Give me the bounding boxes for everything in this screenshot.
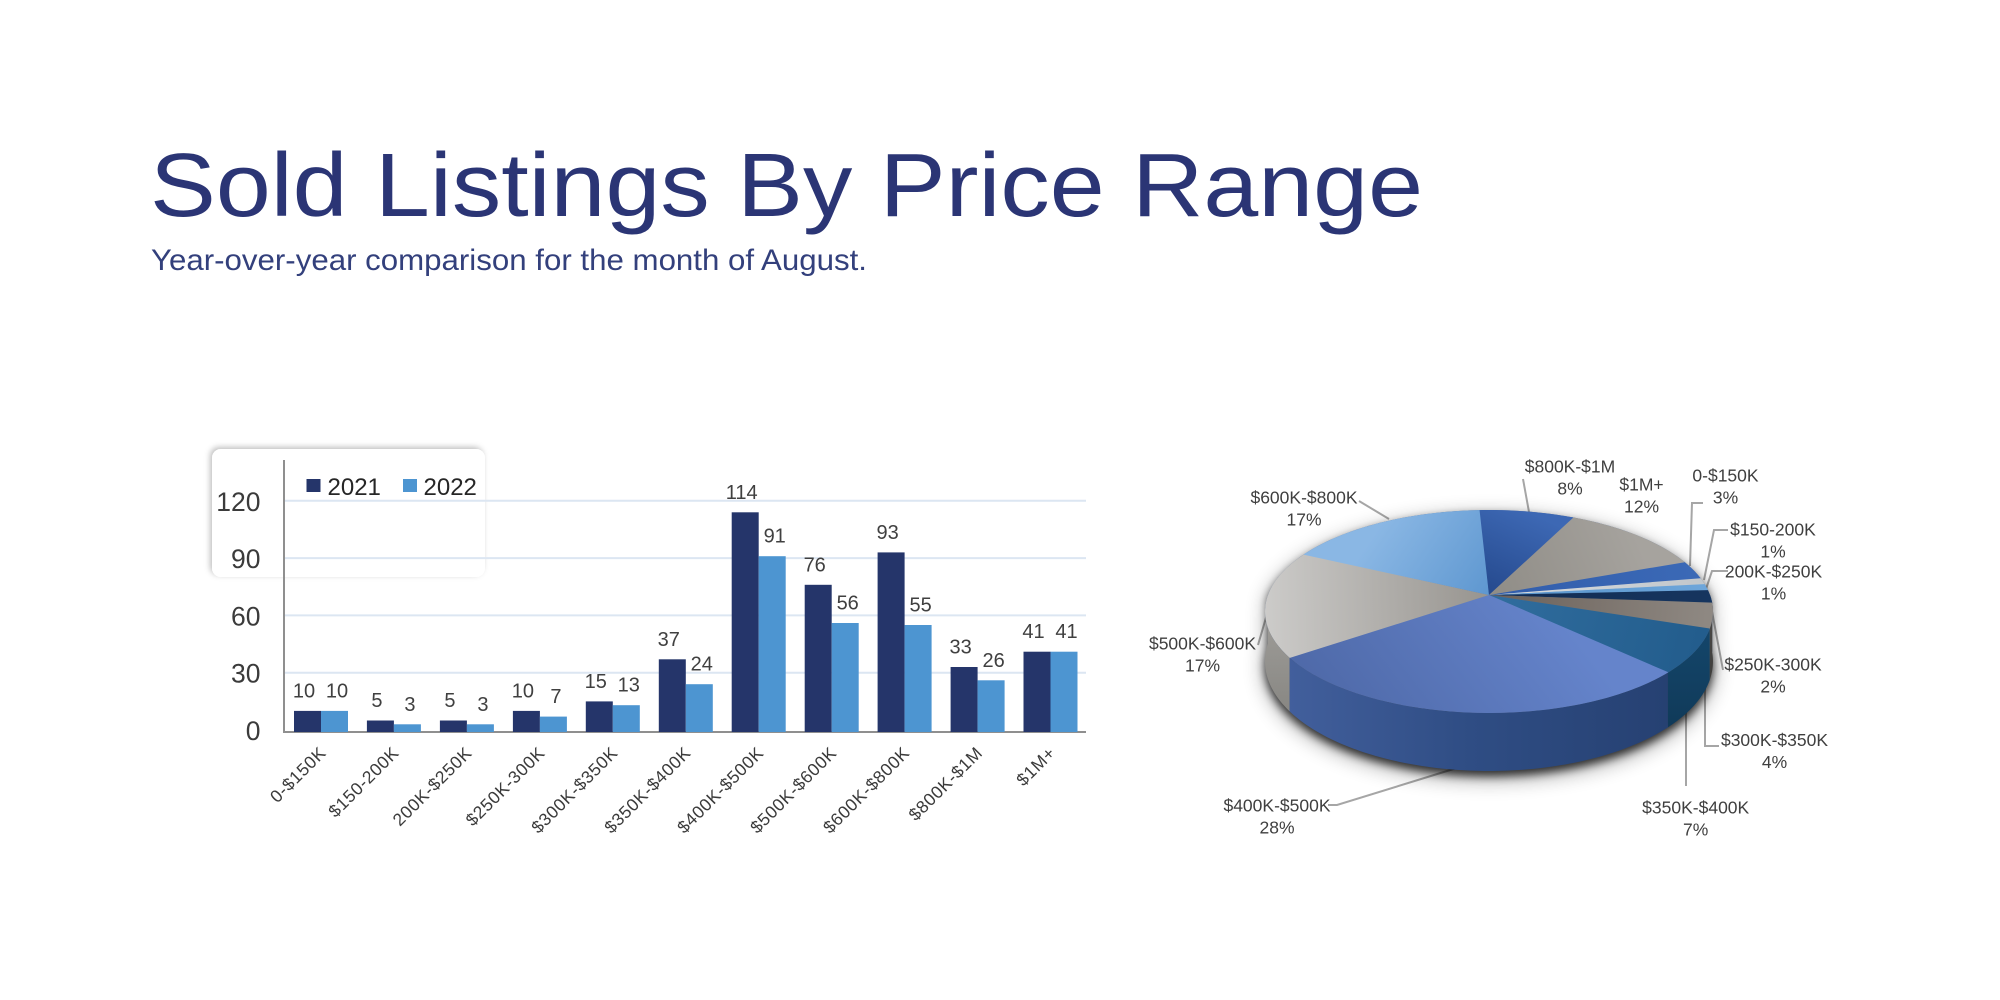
svg-text:Year-over-year comparison for: Year-over-year comparison for the month … — [151, 244, 867, 277]
svg-text:7%: 7% — [1683, 820, 1708, 840]
svg-text:60: 60 — [231, 601, 260, 631]
svg-text:200K-$250K: 200K-$250K — [1725, 562, 1823, 582]
svg-text:$500K-$600K: $500K-$600K — [1149, 634, 1256, 654]
svg-text:8%: 8% — [1557, 479, 1582, 499]
svg-text:$1M+: $1M+ — [1619, 475, 1663, 495]
svg-text:15: 15 — [585, 671, 607, 693]
svg-text:41: 41 — [1022, 621, 1044, 643]
svg-text:10: 10 — [326, 680, 348, 702]
svg-text:90: 90 — [231, 544, 260, 574]
svg-text:$300K-$350K: $300K-$350K — [1721, 730, 1828, 750]
svg-text:2%: 2% — [1760, 677, 1785, 697]
svg-text:12%: 12% — [1624, 497, 1659, 517]
svg-text:2021: 2021 — [328, 474, 381, 501]
svg-text:1%: 1% — [1761, 584, 1786, 604]
svg-text:0: 0 — [246, 716, 261, 746]
svg-text:33: 33 — [949, 637, 971, 659]
svg-text:55: 55 — [909, 595, 931, 617]
svg-text:5: 5 — [444, 690, 455, 712]
svg-text:24: 24 — [691, 654, 713, 676]
svg-text:10: 10 — [512, 680, 534, 702]
svg-text:$350K-$400K: $350K-$400K — [1642, 798, 1749, 818]
svg-text:1%: 1% — [1760, 542, 1785, 562]
svg-text:3: 3 — [477, 694, 488, 716]
svg-text:26: 26 — [982, 650, 1004, 672]
svg-text:93: 93 — [876, 522, 898, 544]
svg-text:$800K-$1M: $800K-$1M — [1525, 457, 1615, 477]
svg-text:10: 10 — [293, 680, 315, 702]
svg-text:28%: 28% — [1259, 818, 1294, 838]
svg-text:$400K-$500K: $400K-$500K — [1223, 796, 1330, 816]
svg-text:13: 13 — [618, 675, 640, 697]
svg-text:$250K-300K: $250K-300K — [1724, 655, 1822, 675]
svg-text:Sold Listings By Price Range: Sold Listings By Price Range — [150, 136, 1423, 236]
svg-text:7: 7 — [550, 686, 561, 708]
svg-text:5: 5 — [371, 690, 382, 712]
svg-text:$150-200K: $150-200K — [1730, 520, 1816, 540]
svg-text:120: 120 — [216, 487, 260, 517]
svg-text:3: 3 — [404, 694, 415, 716]
svg-text:2022: 2022 — [424, 474, 477, 501]
svg-text:3%: 3% — [1713, 488, 1738, 508]
svg-text:91: 91 — [764, 526, 786, 548]
svg-text:30: 30 — [231, 659, 260, 689]
svg-text:17%: 17% — [1185, 656, 1220, 676]
svg-text:37: 37 — [658, 629, 680, 651]
svg-text:56: 56 — [837, 593, 859, 615]
svg-text:41: 41 — [1055, 621, 1077, 643]
svg-text:114: 114 — [726, 482, 758, 504]
svg-text:17%: 17% — [1286, 510, 1321, 530]
svg-text:0-$150K: 0-$150K — [1692, 466, 1758, 486]
svg-text:76: 76 — [804, 554, 826, 576]
svg-text:4%: 4% — [1762, 752, 1787, 772]
svg-text:$600K-$800K: $600K-$800K — [1250, 488, 1357, 508]
